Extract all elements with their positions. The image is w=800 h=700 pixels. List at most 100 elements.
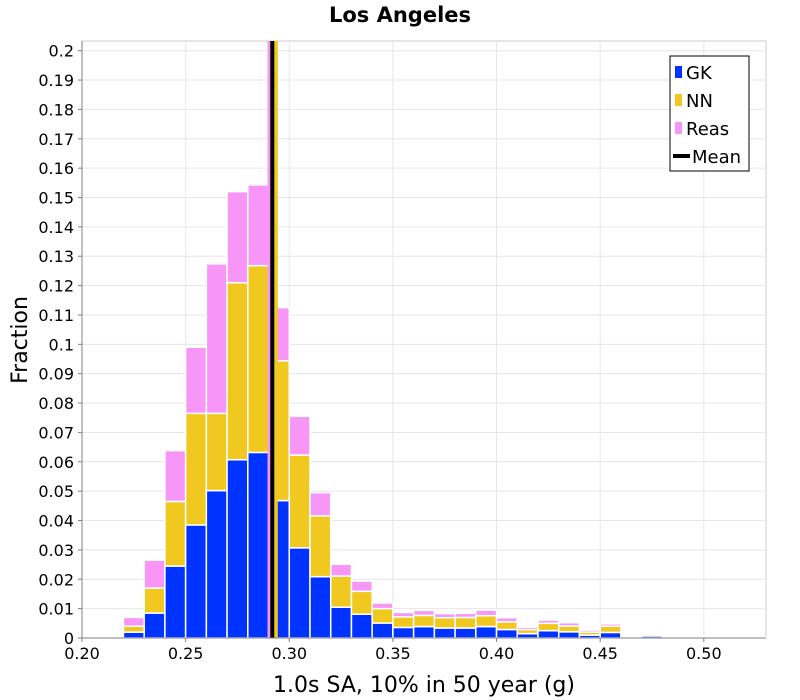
legend-label: Mean — [692, 147, 741, 168]
bar-gk — [495, 628, 519, 639]
bar-nn — [247, 264, 270, 454]
bar-reas — [247, 184, 270, 267]
y-tick-label: 0.08 — [38, 394, 74, 413]
bar-reas — [640, 632, 664, 635]
y-tick-label: 0.03 — [38, 541, 74, 560]
bar-gk — [205, 489, 228, 639]
bar-gk — [350, 613, 373, 639]
y-tick-label: 0.09 — [38, 365, 74, 384]
bar-reas — [454, 612, 477, 619]
bar-reas — [495, 616, 519, 623]
bar-gk — [226, 459, 249, 639]
y-tick-label: 0.14 — [38, 218, 74, 237]
bar-nn — [122, 625, 145, 633]
bar-nn — [309, 515, 332, 578]
bar-reas — [412, 609, 436, 617]
bar-nn — [329, 575, 353, 608]
bar-gk — [184, 524, 208, 639]
x-tick-label: 0.50 — [686, 644, 722, 663]
x-tick-label: 0.45 — [582, 644, 618, 663]
bar-gk — [329, 606, 353, 639]
bar-gk — [412, 625, 436, 639]
bar-gk — [122, 631, 145, 639]
legend-swatch-gk — [675, 66, 682, 78]
bar-nn — [599, 625, 622, 634]
bar-reas — [205, 263, 228, 415]
bar-gk — [433, 627, 456, 639]
bar-reas — [557, 621, 581, 627]
bar-reas — [433, 612, 456, 619]
y-tick-label: 0.16 — [38, 159, 74, 178]
x-tick-label: 0.20 — [64, 644, 100, 663]
chart-title: Los Angeles — [329, 3, 471, 27]
y-tick-label: 0.02 — [38, 570, 74, 589]
x-tick-label: 0.40 — [479, 644, 515, 663]
bar-reas — [599, 623, 622, 628]
y-tick-label: 0.12 — [38, 277, 74, 296]
y-tick-label: 0.15 — [38, 189, 74, 208]
bar-reas — [184, 346, 208, 415]
bar-reas — [392, 611, 415, 618]
y-tick-label: 0.1 — [49, 335, 74, 354]
x-tick-label: 0.30 — [271, 644, 307, 663]
bar-nn — [495, 621, 519, 631]
bar-reas — [475, 609, 498, 617]
x-tick-label: 0.25 — [168, 644, 204, 663]
bar-nn — [557, 625, 581, 633]
bar-reas — [122, 616, 145, 628]
bar-reas — [537, 619, 560, 625]
bar-gk — [309, 575, 332, 639]
bar-reas — [329, 563, 353, 577]
legend-box — [669, 55, 750, 172]
x-axis-label: 1.0s SA, 10% in 50 year (g) — [273, 673, 575, 698]
bar-gk — [599, 631, 622, 639]
bar-reas — [371, 602, 394, 610]
bar-gk — [247, 451, 270, 639]
legend-swatch-nn — [675, 94, 682, 106]
y-tick-label: 0.13 — [38, 247, 74, 266]
bar-reas — [288, 415, 311, 456]
bar-nn — [164, 500, 187, 567]
axes: 0 0.01 0.02 0.03 0.04 0.05 0.06 0.07 0.08 0.09 0.1… — [38, 41, 766, 663]
bar-reas — [226, 190, 249, 284]
bar-nn — [475, 614, 498, 628]
mean-lines — [267, 41, 278, 638]
bar-reas — [143, 559, 166, 589]
bar-nn — [350, 590, 373, 615]
legend-label: Reas — [686, 119, 729, 140]
bar-gk — [164, 565, 187, 639]
y-tick-label: 0.07 — [38, 423, 74, 442]
y-tick-label: 0.19 — [38, 71, 74, 90]
bar-gk — [371, 622, 394, 639]
bar-gk — [454, 627, 477, 639]
legend-swatch-reas — [675, 122, 682, 134]
bar-nn — [537, 622, 560, 632]
bar-gk — [143, 612, 166, 639]
bar-nn — [392, 616, 415, 629]
bar-reas — [164, 449, 187, 503]
bar-nn — [412, 614, 436, 628]
bar-gk — [557, 631, 581, 639]
y-tick-label: 0.18 — [38, 100, 74, 119]
bar-nn — [205, 412, 228, 492]
bar-reas — [309, 491, 332, 517]
y-tick-label: 0.04 — [38, 512, 74, 531]
y-tick-label: 0.17 — [38, 130, 74, 149]
bar-reas — [620, 633, 643, 636]
legend-label: GK — [686, 63, 713, 84]
y-tick-label: 0.2 — [49, 42, 74, 61]
legend: GK NN Reas Mean — [669, 55, 750, 172]
bar-reas — [101, 633, 125, 636]
bar-reas — [516, 626, 539, 631]
bar-nn — [184, 412, 208, 526]
y-axis-label: Fraction — [8, 296, 33, 384]
y-tick-label: 0.05 — [38, 482, 74, 501]
bar-gk — [537, 629, 560, 639]
bar-gk — [475, 625, 498, 639]
y-tick-label: 0.11 — [38, 306, 74, 325]
bar-reas — [661, 634, 684, 637]
bar-reas — [578, 629, 601, 633]
bar-gk — [288, 547, 311, 639]
bar-nn — [226, 281, 249, 461]
